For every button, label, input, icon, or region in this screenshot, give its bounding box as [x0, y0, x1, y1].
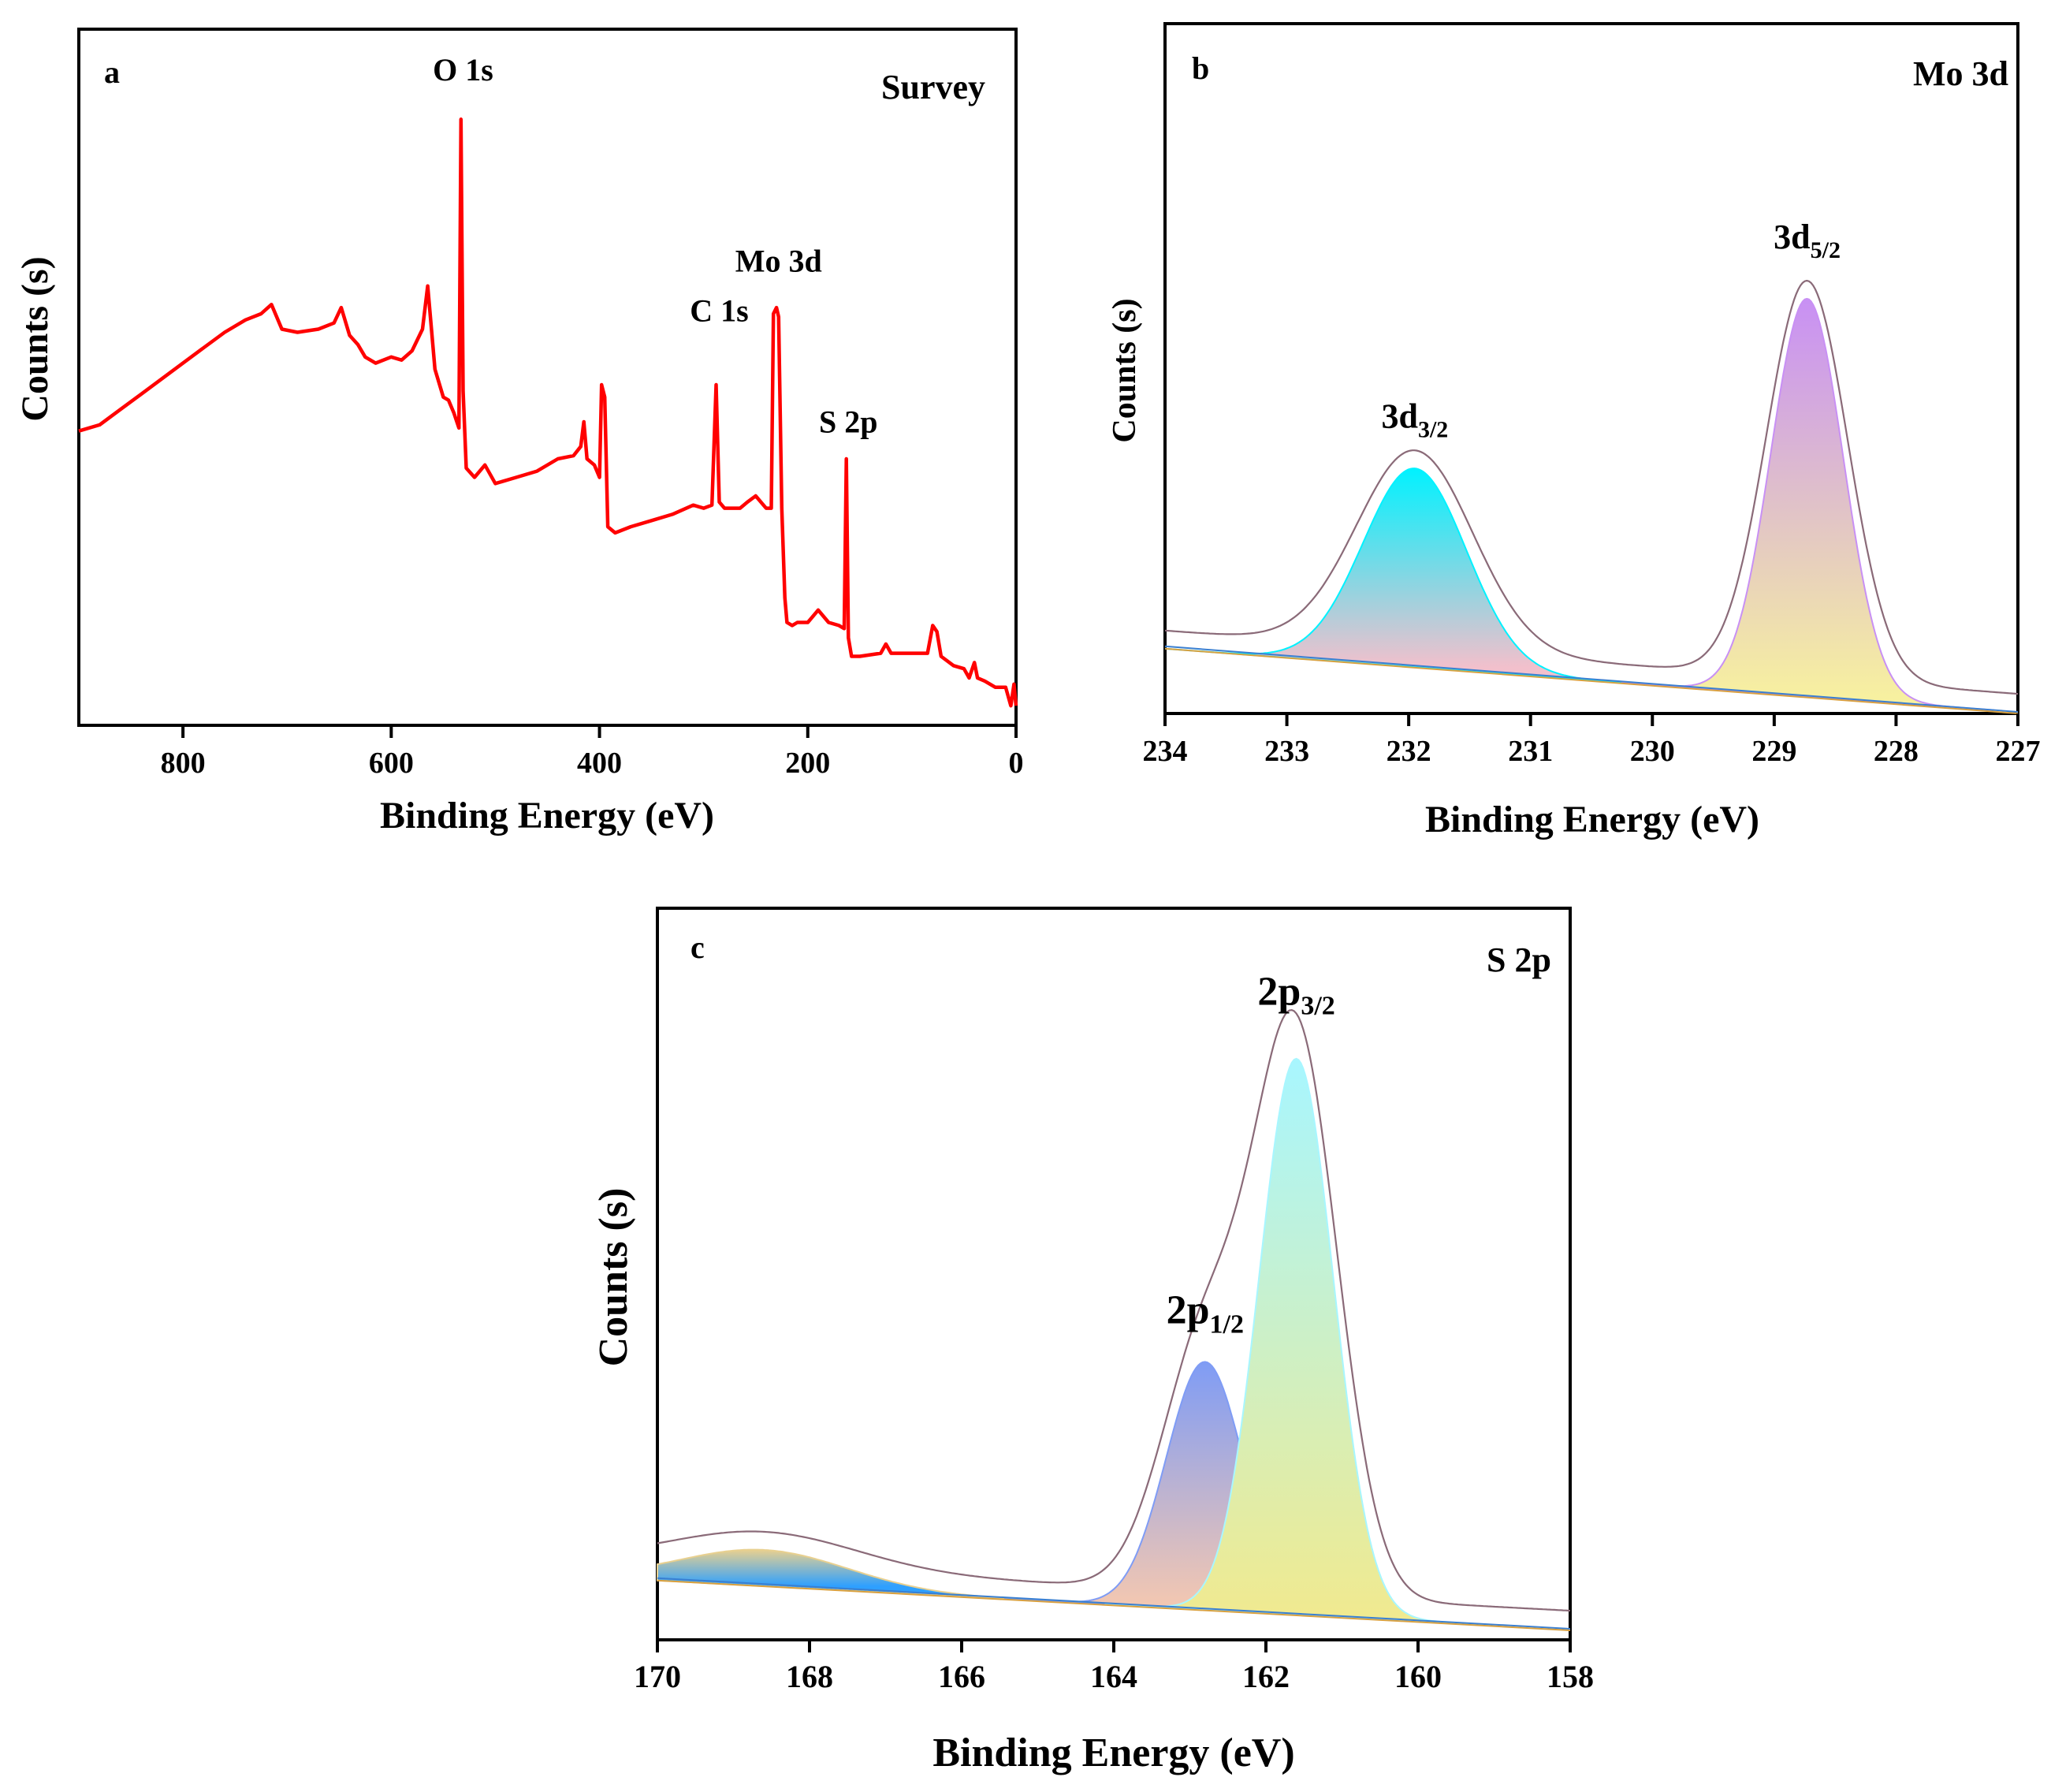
- panel-a-x-axis-title: Binding Energy (eV): [380, 795, 714, 836]
- b-peak-label-5-2: 3d5/2: [1774, 218, 1841, 263]
- panel-c-plot-area: 2p1/2 2p3/2: [657, 970, 1571, 1631]
- b-background-line: [1164, 645, 2019, 713]
- panel-c-title: S 2p: [1487, 941, 1551, 979]
- panel-a-peak-label: Mo 3d: [735, 244, 822, 279]
- c-tick-label: 166: [938, 1659, 985, 1694]
- panel-a-letter: a: [104, 54, 120, 90]
- panel-c-frame: [656, 907, 1572, 1641]
- panel-a-survey: O 1s C 1s Mo 3d S 2p 800 600 400 200 0 a Survey…: [14, 28, 1024, 836]
- b-tick-label: 234: [1143, 735, 1188, 768]
- b-tick-label: 230: [1630, 735, 1675, 768]
- b-tick-label: 228: [1874, 735, 1919, 768]
- b-tick-label: 229: [1751, 735, 1796, 768]
- panel-b-x-axis-title: Binding Energy (eV): [1425, 799, 1759, 840]
- panel-b-plot-area: 3d3/2 3d5/2: [1164, 218, 2019, 714]
- c-tick-label: 170: [634, 1659, 681, 1694]
- panel-b-title: Mo 3d: [1913, 54, 2008, 93]
- panel-a-survey-series: [78, 117, 1018, 708]
- c-peak-label-1-2: 2p1/2: [1167, 1288, 1244, 1339]
- panel-a-tick-label: 0: [1009, 747, 1024, 780]
- panel-a-peak-label: S 2p: [819, 404, 878, 439]
- panel-b-frame: [1163, 22, 2019, 715]
- b-tick-label: 233: [1264, 735, 1309, 768]
- c-background-line: [657, 1577, 1571, 1630]
- panel-c-x-axis-title: Binding Energy (eV): [932, 1731, 1294, 1775]
- c-tick-label: 162: [1242, 1659, 1290, 1694]
- panel-a-tick-label: 200: [785, 747, 830, 780]
- b-tick-label: 231: [1508, 735, 1553, 768]
- b-tick-label: 227: [1996, 735, 2041, 768]
- panel-a-peak-label: C 1s: [690, 292, 748, 328]
- panel-c-y-axis-title: Counts (s): [591, 1188, 636, 1367]
- b-baseline: [1164, 647, 2019, 714]
- panel-a-frame: [77, 28, 1018, 727]
- panel-b-x-ticks: 234 233 232 231 230 229 228 227: [1143, 713, 2041, 768]
- c-tick-label: 158: [1547, 1659, 1594, 1694]
- c-envelope-line: [657, 1008, 1571, 1612]
- panel-a-x-ticks: 800 600 400 200 0: [161, 725, 1024, 780]
- c-baseline: [657, 1579, 1571, 1631]
- panel-b-letter: b: [1192, 50, 1209, 86]
- panel-a-tick-label: 400: [577, 747, 622, 780]
- panel-c-letter: c: [690, 930, 705, 965]
- panel-a-plot-area: O 1s C 1s Mo 3d S 2p: [78, 52, 1018, 708]
- b-envelope-line: [1164, 279, 2019, 695]
- c-tick-label: 164: [1090, 1659, 1137, 1694]
- b-tick-label: 232: [1387, 735, 1431, 768]
- c-tick-label: 160: [1394, 1659, 1442, 1694]
- panel-c-x-ticks: 170 168 166 164 162 160 158: [634, 1640, 1594, 1694]
- panel-b-y-axis-title: Counts (s): [1107, 298, 1143, 442]
- b-component-3d5-2: [1621, 297, 1995, 711]
- c-tick-label: 168: [786, 1659, 833, 1694]
- b-peak-label-3-2: 3d3/2: [1381, 397, 1448, 443]
- panel-a-peak-label: O 1s: [433, 52, 493, 88]
- panel-a-y-axis-title: Counts (s): [14, 256, 56, 421]
- panel-a-tick-label: 800: [161, 747, 206, 780]
- panel-a-title: Survey: [881, 68, 985, 106]
- c-peak-label-3-2: 2p3/2: [1257, 970, 1334, 1021]
- panel-a-tick-label: 600: [369, 747, 414, 780]
- panel-b-mo3d: 3d3/2 3d5/2 234 233 232 231 230 229 228 227 b Mo…: [1107, 22, 2041, 840]
